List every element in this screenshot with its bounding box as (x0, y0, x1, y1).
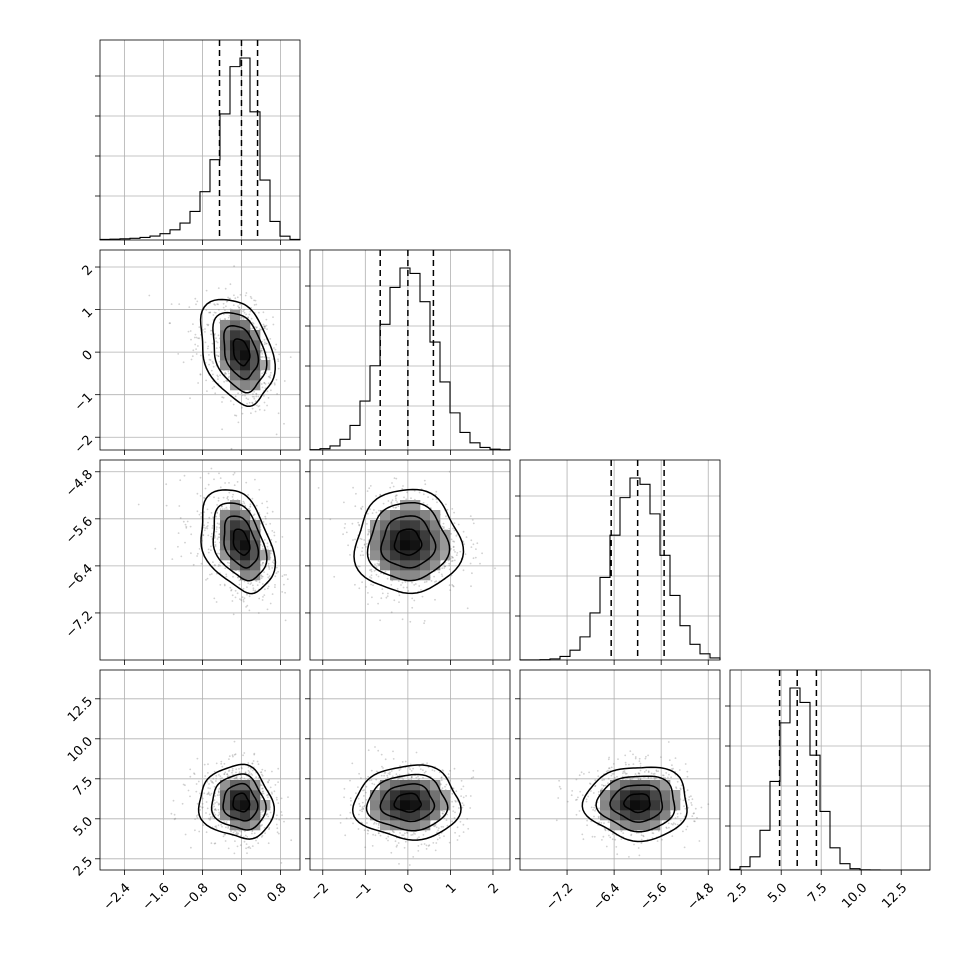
panel-frame (309, 669, 511, 871)
histogram-panel-3 (515, 459, 721, 665)
contour-line (197, 763, 276, 840)
contour-line (200, 489, 277, 595)
contour-line (212, 311, 268, 394)
contour-line (366, 501, 451, 582)
contour-line (199, 298, 276, 408)
histogram-panel-4 (725, 669, 931, 875)
contour-line (380, 515, 437, 569)
contour-line (595, 775, 676, 833)
y-tick-label: 0 (80, 348, 96, 364)
x-tick-label: 2.5 (725, 881, 750, 906)
x-tick-label: 0 (401, 881, 417, 897)
x-tick-label: −1 (350, 881, 374, 905)
contour-line (609, 784, 664, 823)
panel-frame (729, 669, 931, 871)
contour-line (393, 792, 422, 813)
contour-line (623, 793, 651, 814)
y-tick-label: 7.5 (71, 774, 96, 799)
x-tick-label: 2 (486, 881, 502, 897)
histogram-bars (729, 687, 930, 871)
panel-frame (309, 249, 511, 451)
y-tick-label: −5.6 (63, 514, 96, 547)
y-tick-label: 2.5 (71, 854, 96, 879)
scatter-panel-3-2 (305, 459, 511, 665)
x-tick-label: −4.8 (685, 881, 718, 914)
x-tick-label: −1.6 (140, 881, 173, 914)
scatter-panel-4-1 (95, 669, 301, 875)
density-shading (220, 310, 271, 391)
x-tick-label: 10.0 (839, 881, 870, 912)
x-tick-label: 1 (443, 881, 459, 897)
contour-line (353, 488, 465, 595)
contour-line (212, 502, 268, 582)
panel-frame (99, 459, 301, 661)
contour-line (210, 773, 267, 831)
x-tick-label: 7.5 (805, 881, 830, 906)
y-tick-label: 2 (80, 262, 96, 278)
contour-line (351, 764, 462, 841)
scatter-panel-3-1 (95, 459, 301, 665)
contour-line (232, 338, 251, 367)
y-tick-label: −2 (72, 433, 96, 457)
x-tick-label: −5.6 (638, 881, 671, 914)
y-tick-label: 12.5 (65, 694, 96, 725)
y-tick-label: −6.4 (63, 561, 96, 594)
x-tick-label: 5.0 (765, 881, 790, 906)
histogram-panel-1 (95, 39, 301, 245)
y-tick-label: 1 (80, 305, 96, 321)
scatter-panel-4-3 (515, 669, 721, 875)
y-tick-label: −4.8 (63, 467, 96, 500)
x-tick-label: 12.5 (879, 881, 910, 912)
y-tick-label: −7.2 (63, 608, 96, 641)
contour-line (232, 528, 251, 556)
histogram-bars (309, 267, 511, 451)
contour-line (223, 325, 260, 380)
panel-frame (519, 669, 721, 871)
contour-line (223, 515, 260, 569)
contour-line (222, 782, 259, 822)
scatter-panel-2-1 (95, 249, 301, 455)
x-tick-label: 0.8 (265, 881, 290, 906)
y-tick-label: 5.0 (71, 814, 96, 839)
histogram-bars (519, 477, 721, 661)
panel-frame (519, 459, 721, 661)
panel-frame (309, 459, 511, 661)
histogram-panel-2 (305, 249, 511, 455)
panel-frame (99, 39, 301, 241)
y-tick-label: 10.0 (65, 734, 96, 765)
contour-line (393, 528, 423, 556)
x-tick-label: −2.4 (101, 881, 134, 914)
x-tick-label: −7.2 (543, 881, 576, 914)
contour-line (232, 792, 251, 813)
x-tick-label: −2 (308, 881, 332, 905)
y-tick-label: −1 (72, 390, 96, 414)
contour-line (365, 773, 449, 832)
scatter-panel-4-2 (305, 669, 511, 875)
x-tick-label: 0.0 (225, 881, 250, 906)
contour-line (581, 766, 688, 843)
x-tick-label: −6.4 (590, 881, 623, 914)
contour-line (379, 783, 436, 823)
panel-frame (99, 669, 301, 871)
histogram-bars (99, 57, 301, 241)
x-tick-label: −0.8 (179, 881, 212, 914)
panel-frame (99, 249, 301, 451)
